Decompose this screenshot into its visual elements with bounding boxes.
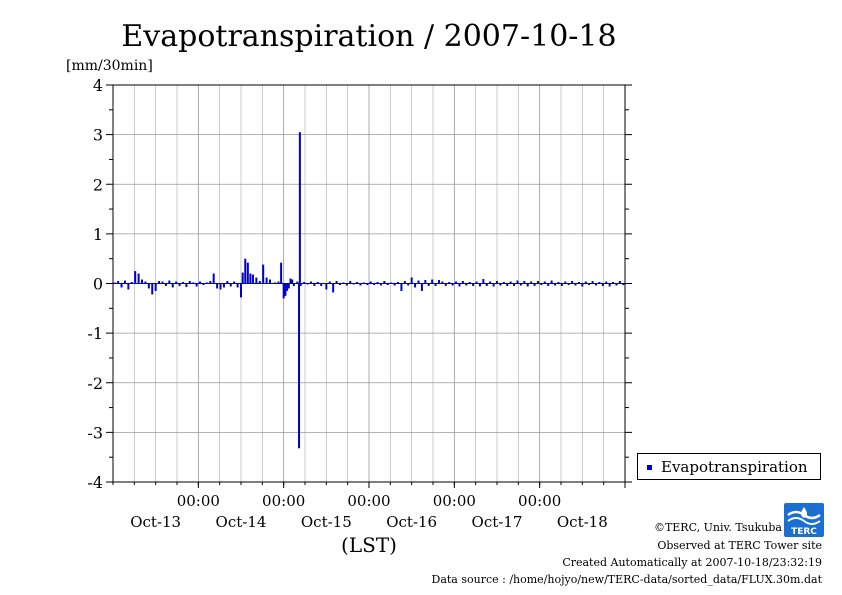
x-tick-date: Oct-15 (301, 513, 352, 531)
x-tick-date: Oct-16 (386, 513, 437, 531)
chart-title: Evapotranspiration / 2007-10-18 (121, 19, 616, 54)
y-tick-label: 2 (93, 175, 103, 194)
x-tick-time: 00:00 (347, 492, 390, 510)
x-tick-time: 00:00 (177, 492, 220, 510)
terc-logo: TERC (784, 503, 824, 537)
legend-swatch (647, 465, 652, 470)
logo-text: TERC (791, 527, 817, 537)
y-tick-label: 1 (93, 225, 103, 244)
copyright-credit: ©TERC, Univ. Tsukuba (653, 521, 782, 534)
y-tick-label: -2 (87, 374, 103, 393)
x-axis-label: (LST) (341, 533, 397, 557)
created-credit: Created Automatically at 2007-10-18/23:3… (562, 556, 822, 569)
site-credit: Observed at TERC Tower site (657, 539, 822, 552)
y-tick-label: -1 (87, 324, 103, 343)
y-tick-label: -3 (87, 423, 103, 442)
data-source-credit: Data source : /home/hojyo/new/TERC-data/… (431, 573, 823, 586)
x-tick-date: Oct-14 (216, 513, 267, 531)
y-unit-label: [mm/30min] (66, 58, 153, 74)
x-axis-ticks: 00:00 Oct-13 00:00 Oct-14 00:00 Oct-15 00:00 Oc… (112, 482, 626, 531)
data-bars (113, 132, 625, 449)
y-tick-label: -4 (87, 473, 103, 492)
x-tick-date: Oct-13 (130, 513, 181, 531)
x-tick-time: 00:00 (518, 492, 561, 510)
y-axis-ticks: 4 3 2 1 0 -1 -2 -3 -4 (87, 76, 632, 492)
y-tick-label: 0 (93, 275, 103, 294)
x-tick-date: Oct-17 (472, 513, 523, 531)
x-tick-time: 00:00 (433, 492, 476, 510)
x-tick-date: Oct-18 (557, 513, 608, 531)
legend-label: Evapotranspiration (661, 458, 808, 476)
legend: Evapotranspiration (637, 453, 821, 480)
x-tick-time: 00:00 (262, 492, 305, 510)
y-tick-label: 3 (93, 126, 103, 145)
y-tick-label: 4 (93, 76, 103, 95)
